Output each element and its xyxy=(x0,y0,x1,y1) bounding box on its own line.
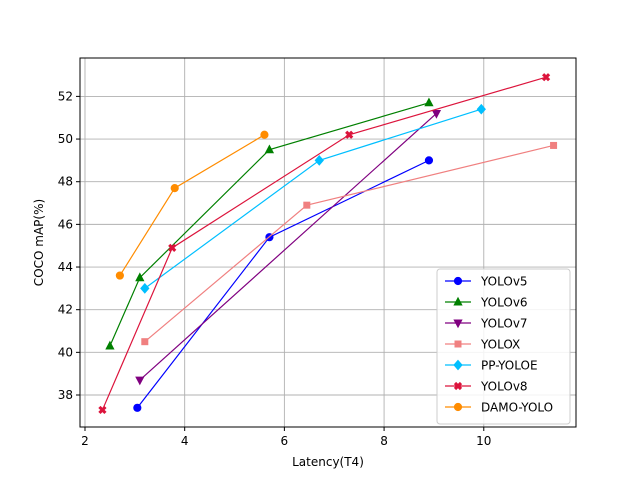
data-point-yolov8 xyxy=(345,130,354,139)
series-yolov6 xyxy=(105,97,434,350)
data-point-damo-yolo xyxy=(260,130,269,139)
legend-marker xyxy=(453,296,463,306)
data-point-yolov6 xyxy=(105,340,115,350)
legend-marker xyxy=(453,276,463,286)
series-damo-yolo xyxy=(115,130,269,280)
data-point-pp-yoloe xyxy=(476,103,486,115)
legend-marker xyxy=(453,359,463,371)
data-point-yolox xyxy=(550,141,558,149)
data-point-yolov8 xyxy=(98,405,107,415)
data-point-yolov8 xyxy=(541,73,551,82)
series-line-yolov6 xyxy=(109,102,430,347)
legend-marker xyxy=(453,319,463,329)
data-point-yolov7 xyxy=(135,376,145,386)
data-point-damo-yolo xyxy=(170,184,179,193)
legend-label: YOLOv8 xyxy=(480,380,528,394)
y-tick-label: 38 xyxy=(58,388,73,402)
legend-entry-yolov7: YOLOv7 xyxy=(445,317,528,331)
series-line-yolov7 xyxy=(139,113,437,381)
legend-label: YOLOv6 xyxy=(480,296,528,310)
legend-entry-yolov8: YOLOv8 xyxy=(445,380,528,394)
legend-marker xyxy=(453,381,463,391)
legend-entry-damo-yolo: DAMO-YOLO xyxy=(445,401,553,415)
y-tick-label: 42 xyxy=(58,303,73,317)
data-point-damo-yolo xyxy=(115,271,124,280)
legend-entry-yolox: YOLOX xyxy=(445,338,520,352)
series-yolov8 xyxy=(98,73,551,415)
plot-frame xyxy=(79,57,577,428)
series-yolov7 xyxy=(135,109,442,386)
legend-label: YOLOX xyxy=(480,338,520,352)
data-point-yolov6 xyxy=(264,144,275,154)
data-point-yolov6 xyxy=(135,272,145,282)
data-point-yolov5 xyxy=(424,156,434,165)
x-axis-label: Latency(T4) xyxy=(292,455,364,469)
legend-label: YOLOv7 xyxy=(480,317,528,331)
data-series xyxy=(98,73,558,415)
data-point-yolox xyxy=(303,201,311,209)
x-tick-label: 4 xyxy=(181,434,189,448)
y-tick-label: 44 xyxy=(58,260,73,274)
series-line-yolov8 xyxy=(101,76,547,411)
legend-marker xyxy=(453,402,463,412)
x-tick-label: 8 xyxy=(380,434,388,448)
y-tick-label: 40 xyxy=(58,345,73,359)
y-tick-label: 52 xyxy=(58,89,73,103)
legend-entry-pp-yoloe: PP-YOLOE xyxy=(445,359,538,373)
data-point-pp-yoloe xyxy=(314,155,324,166)
legend: YOLOv5 YOLOv6 YOLOv7 YOLOX PP-YOLOE YOLOv8 DAM… xyxy=(436,268,571,425)
data-point-pp-yoloe xyxy=(140,282,150,294)
y-tick-label: 46 xyxy=(58,217,73,231)
legend-entry-yolov6: YOLOv6 xyxy=(445,296,528,310)
y-axis-label: COCO mAP(%) xyxy=(32,199,46,286)
x-tick-label: 10 xyxy=(476,434,491,448)
legend-label: DAMO-YOLO xyxy=(481,401,553,415)
data-point-yolox xyxy=(141,338,149,346)
data-point-yolov7 xyxy=(431,109,442,119)
legend-entry-yolov5: YOLOv5 xyxy=(445,275,528,289)
y-tick-label: 50 xyxy=(58,132,73,146)
legend-label: YOLOv5 xyxy=(480,275,528,289)
y-tick-label: 48 xyxy=(58,175,73,189)
x-tick-label: 6 xyxy=(281,434,289,448)
data-point-yolov6 xyxy=(424,97,434,107)
series-pp-yoloe xyxy=(140,103,486,294)
legend-label: PP-YOLOE xyxy=(481,359,538,373)
legend-marker xyxy=(454,340,462,348)
data-point-yolov5 xyxy=(133,403,142,412)
data-point-yolov8 xyxy=(168,243,177,252)
legend-box xyxy=(436,268,571,425)
x-tick-label: 2 xyxy=(81,434,89,448)
series-yolox xyxy=(141,141,558,346)
